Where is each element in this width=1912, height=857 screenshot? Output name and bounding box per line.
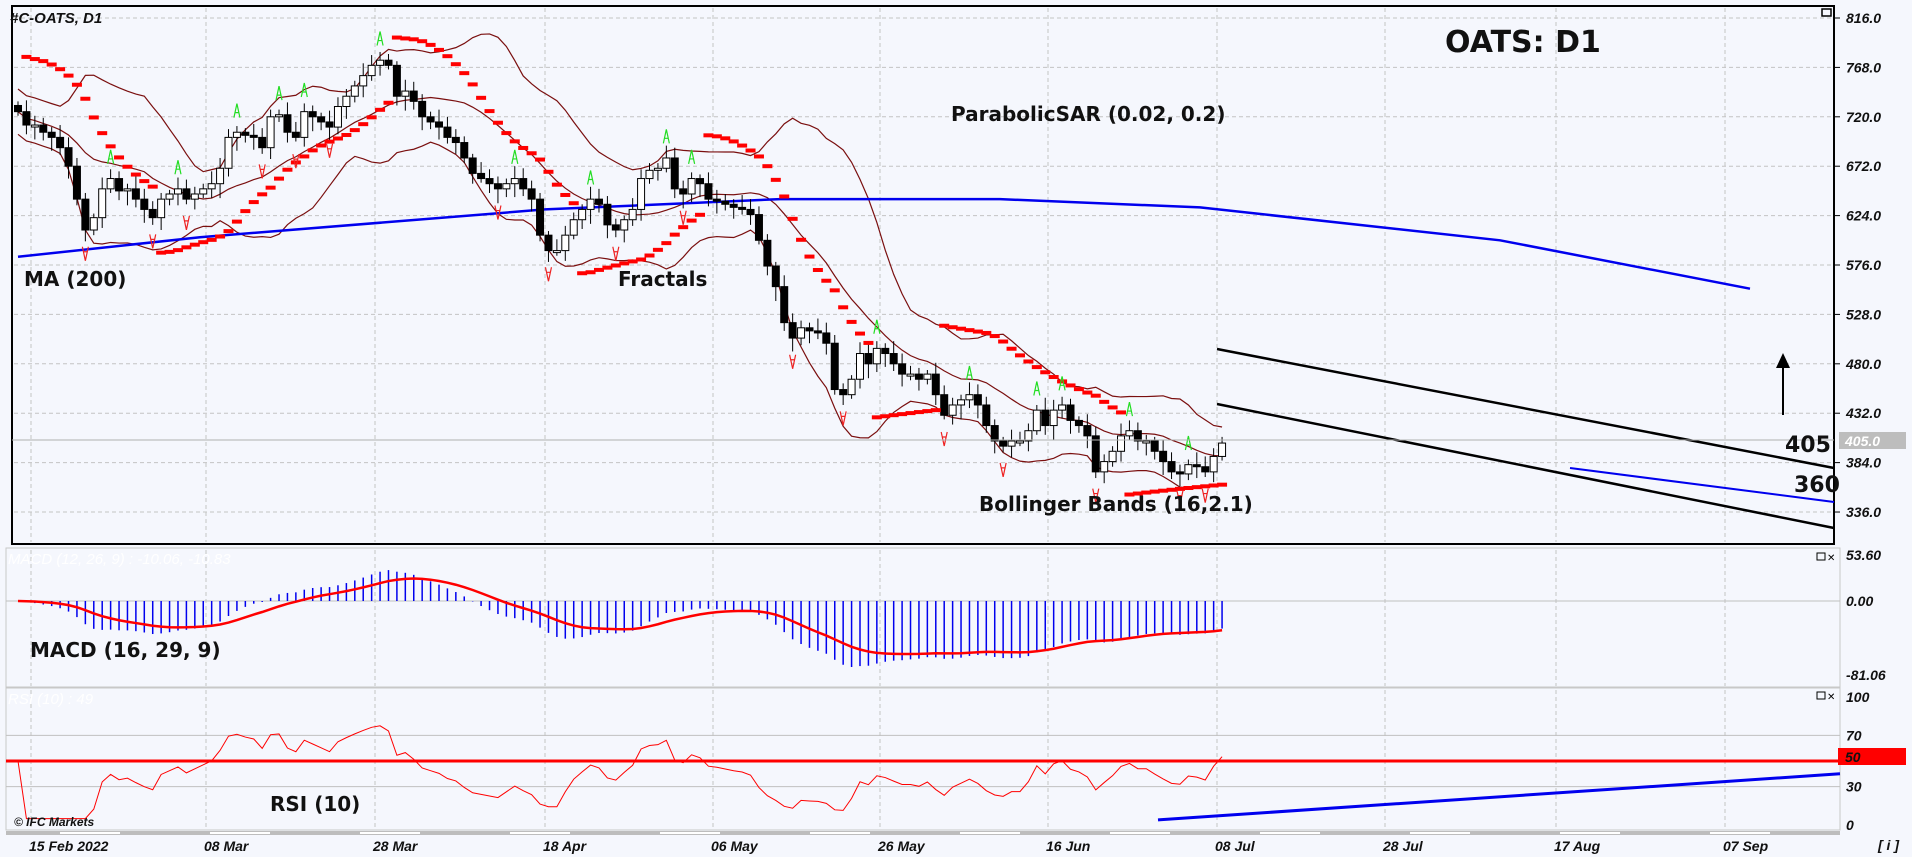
svg-text:405.0: 405.0 bbox=[1844, 433, 1880, 449]
close-icon[interactable]: ✕ bbox=[1827, 553, 1835, 564]
symbol-label: #C-OATS, D1 bbox=[10, 10, 102, 27]
price-grid bbox=[14, 8, 1832, 542]
date-axis: 15 Feb 2022 08 Mar 28 Mar 18 Apr 06 May 26 Ma… bbox=[29, 838, 1769, 854]
macd-annotation: MACD (16, 29, 9) bbox=[30, 638, 221, 662]
svg-text:08 Jul: 08 Jul bbox=[1215, 838, 1256, 854]
fractals-annotation: Fractals bbox=[618, 267, 707, 291]
current-price-tag: 405.0 bbox=[1839, 432, 1906, 449]
macd-grid bbox=[6, 550, 1840, 686]
candlesticks bbox=[14, 51, 1227, 487]
svg-text:06 May: 06 May bbox=[711, 838, 759, 854]
svg-text:53.60: 53.60 bbox=[1846, 547, 1881, 563]
close-icon[interactable]: ✕ bbox=[1827, 692, 1835, 703]
svg-text:70: 70 bbox=[1846, 727, 1862, 743]
svg-text:15 Feb 2022: 15 Feb 2022 bbox=[29, 838, 109, 854]
svg-text:528.0: 528.0 bbox=[1846, 306, 1881, 322]
macd-panel[interactable]: ✕ bbox=[5, 547, 1841, 688]
svg-text:17 Aug: 17 Aug bbox=[1554, 838, 1601, 854]
macd-header: MACD (12, 26, 9) : -10.06, -10.83 bbox=[8, 551, 231, 568]
support-level-label: 360 bbox=[1794, 473, 1840, 498]
maximize-icon[interactable] bbox=[1816, 691, 1826, 700]
rsi-panel[interactable]: ✕ bbox=[5, 687, 1841, 831]
svg-text:768.0: 768.0 bbox=[1846, 59, 1881, 75]
rsi-grid bbox=[6, 690, 1840, 829]
svg-text:07 Sep: 07 Sep bbox=[1723, 838, 1769, 854]
rsi-header: RSI (10) : 49 bbox=[8, 691, 94, 708]
maximize-icon[interactable] bbox=[1816, 552, 1826, 561]
svg-text:100: 100 bbox=[1846, 689, 1870, 705]
resistance-level-label: 405 bbox=[1785, 433, 1831, 458]
svg-text:50: 50 bbox=[1845, 749, 1861, 765]
rsi-annotation: RSI (10) bbox=[270, 792, 360, 816]
svg-text:-81.06: -81.06 bbox=[1846, 667, 1886, 683]
macd-panel-controls[interactable]: ✕ bbox=[1816, 552, 1835, 564]
info-button[interactable]: [ i ] bbox=[1877, 837, 1900, 853]
svg-text:336.0: 336.0 bbox=[1846, 504, 1881, 520]
bollinger-annotation: Bollinger Bands (16,2.1) bbox=[979, 492, 1253, 516]
parabolic-sar-dots bbox=[21, 35, 1228, 497]
sar-annotation: ParabolicSAR (0.02, 0.2) bbox=[951, 102, 1225, 126]
price-axis: 816.0 768.0 720.0 672.0 624.0 576.0 528.0 480.0… bbox=[1834, 10, 1886, 833]
time-scrollbar[interactable] bbox=[6, 831, 1840, 835]
svg-text:30: 30 bbox=[1846, 779, 1862, 795]
svg-text:26 May: 26 May bbox=[877, 838, 926, 854]
svg-text:720.0: 720.0 bbox=[1846, 109, 1881, 125]
up-arrow-icon bbox=[1776, 353, 1790, 415]
rsi-line bbox=[6, 725, 1841, 822]
ma-annotation: MA (200) bbox=[24, 267, 126, 291]
ma200-line bbox=[17, 197, 1751, 290]
svg-text:16 Jun: 16 Jun bbox=[1046, 838, 1090, 854]
svg-text:624.0: 624.0 bbox=[1846, 208, 1881, 224]
svg-text:672.0: 672.0 bbox=[1846, 158, 1881, 174]
svg-text:18 Apr: 18 Apr bbox=[543, 838, 588, 854]
svg-text:384.0: 384.0 bbox=[1846, 455, 1881, 471]
rsi-panel-controls[interactable]: ✕ bbox=[1816, 691, 1835, 703]
svg-text:480.0: 480.0 bbox=[1845, 356, 1881, 372]
fractal-markers bbox=[81, 31, 1209, 505]
svg-text:08 Mar: 08 Mar bbox=[204, 838, 250, 854]
svg-text:0: 0 bbox=[1846, 817, 1854, 833]
svg-text:28 Jul: 28 Jul bbox=[1382, 838, 1424, 854]
copyright-label: © IFC Markets bbox=[14, 815, 95, 829]
svg-text:28 Mar: 28 Mar bbox=[372, 838, 419, 854]
rsi-level-tag: 50 bbox=[1838, 748, 1906, 765]
chart-title: OATS: D1 bbox=[1445, 25, 1601, 60]
svg-text:432.0: 432.0 bbox=[1845, 405, 1881, 421]
main-price-panel[interactable] bbox=[11, 5, 1835, 545]
svg-text:816.0: 816.0 bbox=[1846, 10, 1881, 26]
maximize-icon[interactable] bbox=[1821, 8, 1832, 17]
svg-text:0.00: 0.00 bbox=[1846, 593, 1873, 609]
svg-text:576.0: 576.0 bbox=[1846, 257, 1881, 273]
trend-channel bbox=[1216, 347, 1835, 530]
macd-histogram-and-signal bbox=[17, 570, 1223, 667]
